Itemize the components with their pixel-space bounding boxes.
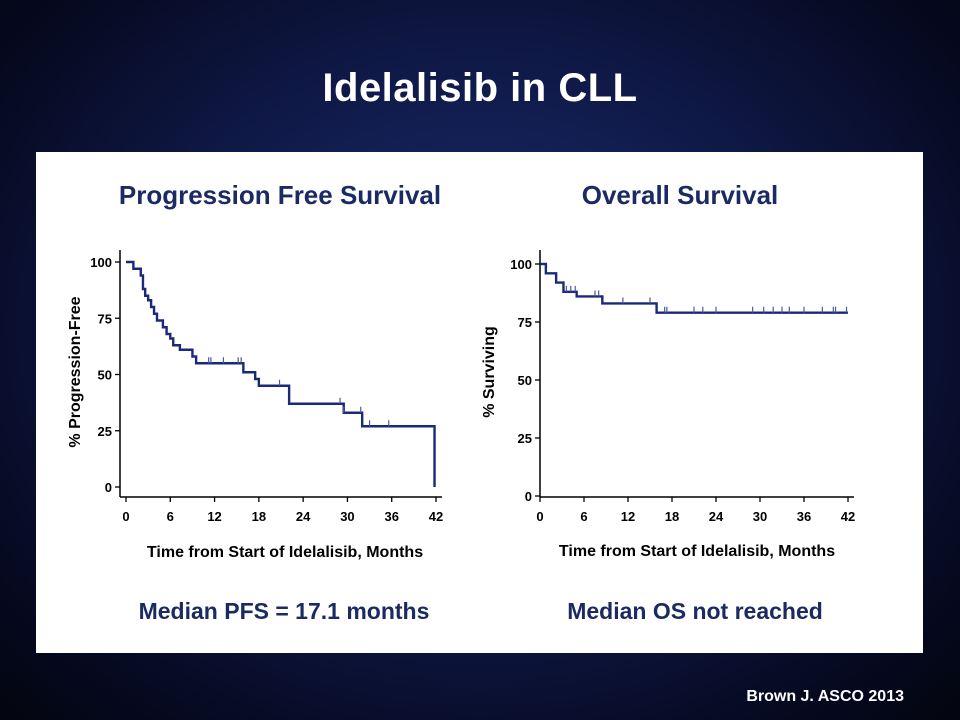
citation-credit: Brown J. ASCO 2013: [746, 688, 904, 705]
os-x-tick-label: 18: [665, 509, 679, 524]
pfs-y-tick-label: 75: [98, 311, 112, 326]
pfs-x-tick-label: 0: [122, 509, 129, 524]
os-y-tick-label: 75: [518, 315, 532, 330]
pfs-chart-title: Progression Free Survival: [118, 180, 442, 210]
os-x-tick-label: 0: [536, 509, 543, 524]
pfs-y-tick-label: 0: [105, 480, 112, 495]
os-x-tick-label: 12: [621, 509, 635, 524]
os-x-axis-label: Time from Start of Idelalisib, Months: [559, 543, 835, 560]
pfs-survival-curve: [126, 260, 436, 487]
os-y-tick-label: 50: [518, 373, 532, 388]
os-x-tick-label: 30: [753, 509, 767, 524]
pfs-x-tick-label: 36: [384, 509, 398, 524]
pfs-x-tick-label: 18: [252, 509, 266, 524]
os-x-tick-label: 24: [709, 509, 724, 524]
os-survival-curve: [540, 262, 848, 314]
pfs-x-tick-label: 24: [296, 509, 311, 524]
chart-panel: [36, 152, 923, 653]
os-y-tick-label: 0: [525, 489, 532, 504]
os-median-caption: Median OS not reached: [567, 598, 823, 624]
os-y-axis-label: % Surviving: [481, 326, 498, 418]
slide-title: Idelalisib in CLL: [322, 66, 638, 110]
pfs-y-axis-label: % Progression-Free: [67, 296, 84, 447]
os-y-tick-label: 25: [518, 431, 532, 446]
os-chart-title: Overall Survival: [581, 180, 779, 210]
pfs-x-tick-label: 42: [429, 509, 443, 524]
pfs-x-tick-label: 30: [340, 509, 354, 524]
pfs-median-caption: Median PFS = 17.1 months: [138, 598, 430, 624]
os-x-tick-label: 42: [841, 509, 855, 524]
pfs-x-tick-label: 6: [167, 509, 174, 524]
pfs-y-tick-label: 50: [98, 368, 112, 383]
pfs-x-tick-label: 12: [207, 509, 221, 524]
pfs-y-tick-label: 100: [90, 255, 112, 270]
os-x-tick-label: 36: [797, 509, 811, 524]
pfs-y-tick-label: 25: [98, 424, 112, 439]
os-y-tick-label: 100: [510, 257, 532, 272]
os-x-tick-label: 6: [580, 509, 587, 524]
pfs-x-axis-label: Time from Start of Idelalisib, Months: [147, 544, 423, 561]
